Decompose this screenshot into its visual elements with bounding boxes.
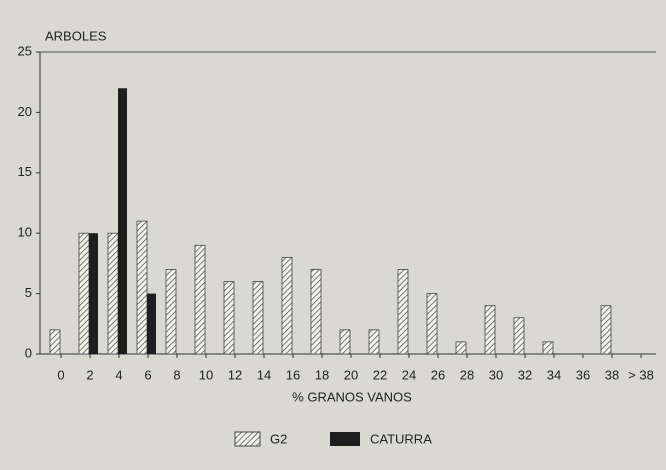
x-tick-label: 8 <box>173 367 180 382</box>
bar <box>339 329 351 355</box>
bar <box>542 341 554 355</box>
y-tick-label: 20 <box>18 104 32 119</box>
bar <box>165 269 177 355</box>
bar <box>600 305 612 355</box>
y-tick-label: 5 <box>25 285 32 300</box>
x-tick-label: 12 <box>228 367 242 382</box>
x-tick-label: 20 <box>344 367 358 382</box>
bar <box>49 329 61 355</box>
x-tick-label: 34 <box>547 367 561 382</box>
x-tick-label: 6 <box>144 367 151 382</box>
bar <box>513 317 525 355</box>
legend-label: CATURRA <box>370 431 432 446</box>
x-tick-label: 32 <box>518 367 532 382</box>
x-tick-label: 24 <box>402 367 416 382</box>
bar <box>310 269 322 355</box>
bar <box>455 341 467 355</box>
y-tick-label: 0 <box>25 345 32 360</box>
x-tick-label: 2 <box>86 367 93 382</box>
x-tick-label: 14 <box>257 367 271 382</box>
legend-label: G2 <box>270 431 287 446</box>
x-tick-label: 4 <box>115 367 122 382</box>
x-tick-label: 30 <box>489 367 503 382</box>
x-tick-label: 28 <box>460 367 474 382</box>
bar <box>118 88 127 355</box>
bar <box>107 232 119 355</box>
x-tick-label: 36 <box>576 367 590 382</box>
bar <box>368 329 380 355</box>
bar <box>281 256 293 355</box>
bar <box>136 220 148 355</box>
bar <box>252 281 264 355</box>
bar <box>78 232 90 355</box>
bar <box>89 233 98 354</box>
bar <box>223 281 235 355</box>
x-tick-label: 0 <box>57 367 64 382</box>
y-axis-label: ARBOLES <box>45 28 107 43</box>
x-tick-label: > 38 <box>628 367 654 382</box>
legend-swatch <box>330 432 360 446</box>
bar <box>194 244 206 355</box>
x-tick-label: 26 <box>431 367 445 382</box>
bar <box>147 293 156 354</box>
x-tick-label: 38 <box>605 367 619 382</box>
y-tick-label: 25 <box>18 43 32 58</box>
x-tick-label: 22 <box>373 367 387 382</box>
bar <box>426 293 438 355</box>
y-tick-label: 10 <box>18 225 32 240</box>
x-tick-label: 10 <box>199 367 213 382</box>
y-tick-label: 15 <box>18 164 32 179</box>
legend-swatch <box>234 431 261 447</box>
bar <box>484 305 496 355</box>
x-axis-label: % GRANOS VANOS <box>292 389 412 404</box>
x-tick-label: 18 <box>315 367 329 382</box>
bar <box>397 269 409 355</box>
x-tick-label: 16 <box>286 367 300 382</box>
